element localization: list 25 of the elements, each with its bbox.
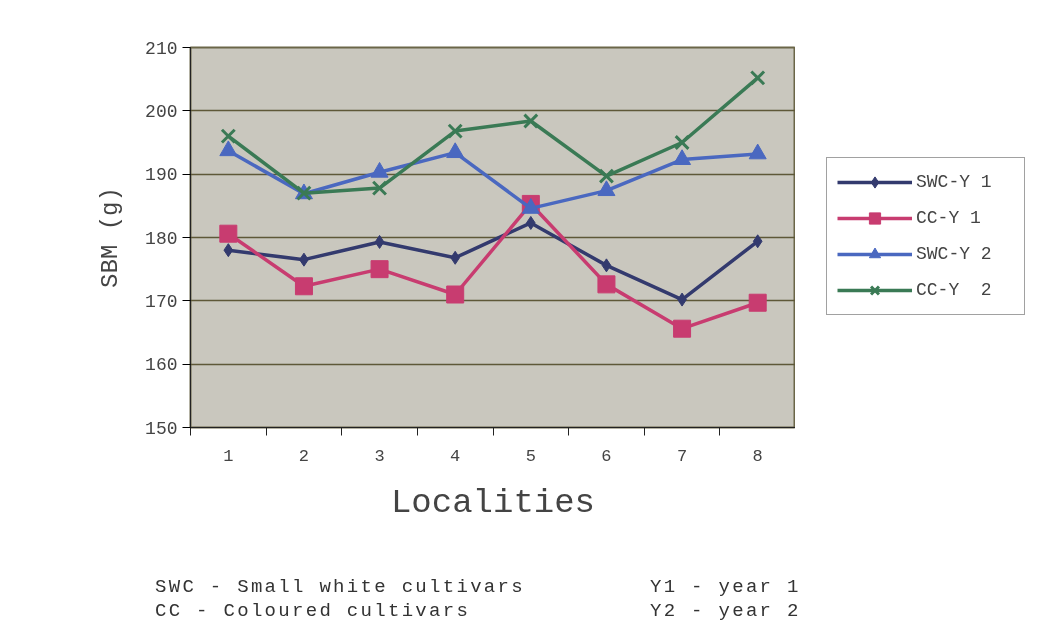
- y-tick-label: 180: [145, 228, 178, 249]
- y-tick-label: 150: [145, 418, 178, 439]
- x-tick-label: 3: [374, 446, 385, 466]
- x-tick-label: 6: [601, 446, 612, 466]
- legend-label: CC-Y 1: [916, 208, 982, 228]
- y-tick-label: 210: [145, 38, 178, 59]
- text: Y1 - year 1: [650, 575, 802, 599]
- y-axis-title: SBM (g): [97, 187, 125, 288]
- legend-label: SWC-Y 1: [916, 172, 993, 192]
- x-tick-label: 5: [525, 446, 536, 466]
- text: SWC - Small white cultivars: [155, 575, 526, 599]
- x-tick-label: 8: [752, 446, 763, 466]
- x-axis-title: Localities: [390, 483, 596, 522]
- legend-label: SWC-Y 2: [916, 244, 993, 264]
- y-tick-label: 190: [145, 165, 178, 186]
- y-tick-label: 170: [145, 291, 178, 312]
- text: Y2 - year 2: [650, 599, 802, 623]
- x-tick-label: 7: [676, 446, 688, 466]
- x-tick-label: 2: [298, 446, 310, 466]
- text: CC - Coloured cultivars: [155, 599, 472, 623]
- x-tick-label: 1: [223, 446, 234, 466]
- y-tick-label: 200: [145, 101, 178, 122]
- y-tick-label: 160: [145, 355, 178, 376]
- x-tick-label: 4: [450, 446, 461, 466]
- legend-label: CC-Y 2: [916, 280, 993, 300]
